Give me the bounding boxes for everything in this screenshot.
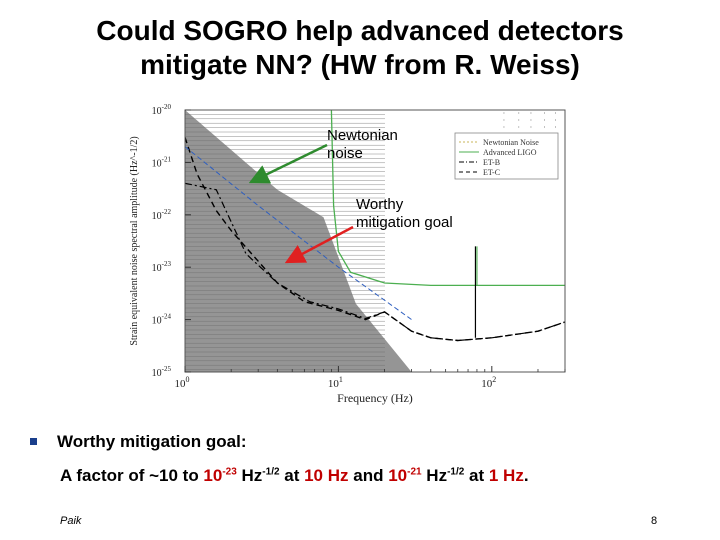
detail-mid-2: and [348, 466, 389, 485]
bullet-item: Worthy mitigation goal: [30, 432, 247, 452]
annotation-worthy-line2: mitigation goal [356, 214, 453, 231]
unit-1: Hz-1/2 [237, 466, 280, 485]
detail-suffix: . [523, 466, 529, 485]
y-axis-label: Strain equivalent noise spectral amplitu… [129, 136, 140, 345]
bullet-square-icon [30, 438, 37, 445]
bullet-text: Worthy mitigation goal: [57, 432, 247, 451]
legend-entry: Newtonian Noise [483, 138, 539, 147]
mitigation-goal-arrow [284, 225, 354, 264]
footer-author: Paik [60, 515, 82, 527]
unit-2-base: Hz [421, 466, 448, 485]
y-tick-label: 10-24 [152, 313, 172, 327]
y-tick-label: 10-20 [152, 103, 172, 117]
legend-entry: Advanced LIGO [483, 148, 537, 157]
series-5-line [185, 146, 412, 321]
value-1: 10-23 [203, 466, 236, 485]
detail-prefix: A factor of ~10 to [60, 466, 204, 485]
y-tick-label: 10-23 [152, 260, 172, 274]
annotation-newtonian-line2: noise [327, 145, 363, 162]
worthy-goal-annotation: Worthy mitigation goal [356, 196, 453, 232]
page-number: 8 [651, 515, 658, 527]
x-tick-label: 102 [481, 375, 496, 390]
value-1-base: 10 [203, 466, 223, 485]
legend-entry: ET-B [483, 158, 500, 167]
frequency-2: 1 Hz [488, 466, 524, 485]
annotation-worthy-line1: Worthy [356, 196, 404, 213]
value-2-base: 10 [388, 466, 408, 485]
detail-mid-3: at [464, 466, 489, 485]
annotation-newtonian-line1: Newtonian [327, 127, 398, 144]
frequency-1: 10 Hz [304, 466, 349, 485]
mitigation-detail: A factor of ~10 to 10-23 Hz-1/2 at 10 Hz… [60, 466, 529, 486]
y-tick-label: 10-22 [152, 208, 172, 222]
title-line-2: mitigate NN? (HW from R. Weiss) [140, 49, 580, 80]
y-tick-label: 10-25 [152, 365, 172, 379]
unit-1-exponent: -1/2 [262, 466, 280, 478]
newtonian-noise-annotation: Newtonian noise [327, 127, 398, 163]
newtonian-noise-arrow [248, 143, 328, 184]
slide-title: Could SOGRO help advanced detectors miti… [30, 14, 690, 82]
x-axis-label: Frequency (Hz) [337, 391, 413, 405]
legend-box [454, 132, 559, 180]
x-tick-label: 101 [328, 375, 343, 390]
value-2-exponent: -21 [407, 466, 422, 478]
detail-mid-1: at [279, 466, 305, 485]
x-tick-label: 100 [175, 375, 190, 390]
y-tick-label: 10-21 [152, 155, 172, 169]
noise-spectrum-chart: 100 101 10210-2010-2110-2210-2310-2410-25 … [129, 103, 566, 405]
et-c-line [185, 137, 565, 342]
title-line-1: Could SOGRO help advanced detectors [96, 15, 624, 46]
value-1-exponent: -23 [222, 466, 237, 478]
unit-2-exponent: -1/2 [447, 466, 465, 478]
unit-1-base: Hz [236, 466, 263, 485]
unit-2: Hz-1/2 [421, 466, 465, 485]
newtonian-noise-area [185, 110, 412, 372]
value-2: 10-21 [388, 466, 421, 485]
advanced-ligo-line [330, 110, 565, 287]
legend-entry: ET-C [483, 168, 500, 177]
plot-frame [184, 109, 566, 373]
